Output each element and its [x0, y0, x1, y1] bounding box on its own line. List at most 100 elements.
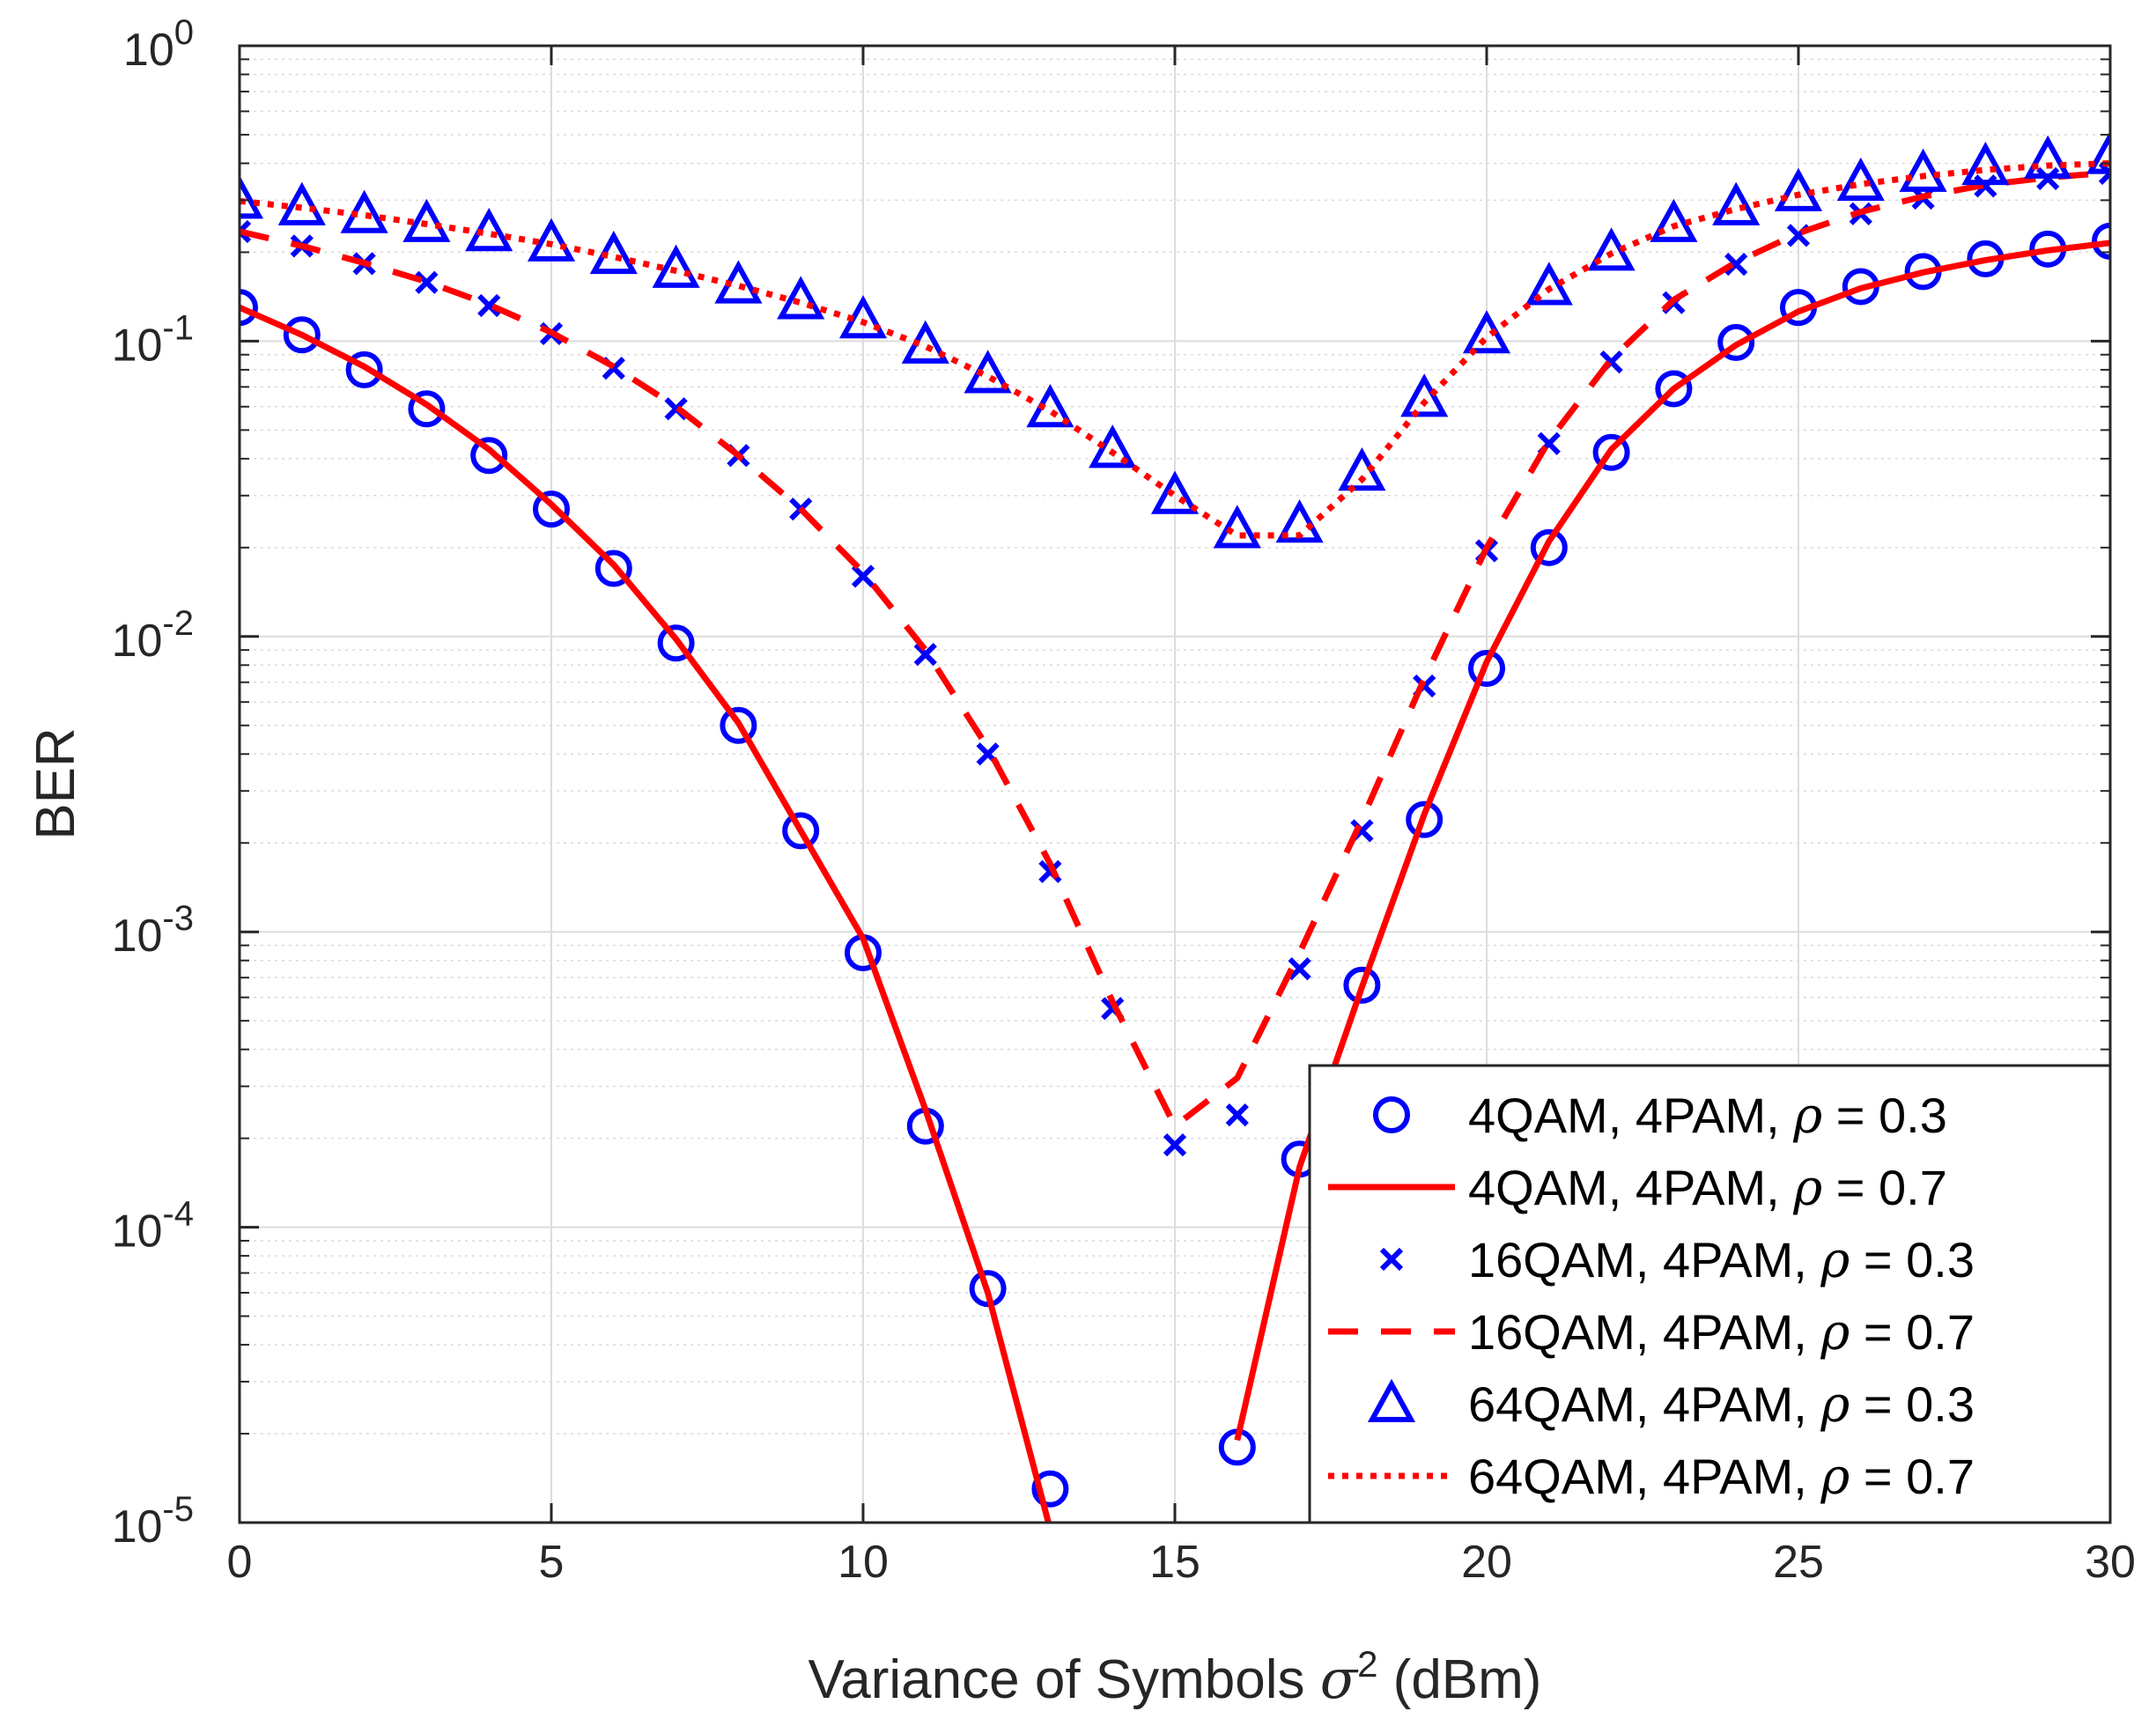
legend-series-name: 16QAM, 4PAM, [1468, 1304, 1820, 1360]
circle-marker [240, 289, 258, 327]
triangle-marker [1712, 181, 1761, 225]
x-marker [1038, 859, 1062, 883]
legend-series-name: 4QAM, 4PAM, [1468, 1160, 1793, 1215]
y-tick-exponent: -4 [162, 1195, 194, 1234]
x-marker [1724, 253, 1748, 277]
legend-item-6: 64QAM, 4PAM, ρ = 0.7 [1328, 1449, 1975, 1506]
circle-marker [1717, 323, 1755, 361]
legend-item-2: 4QAM, 4PAM, ρ = 0.7 [1328, 1160, 1947, 1217]
legend-label: 64QAM, 4PAM, ρ = 0.7 [1468, 1449, 1975, 1506]
x-tick-labels: 0 5 10 15 20 25 30 [227, 1537, 2136, 1588]
circle-marker [657, 624, 695, 662]
series-6 [240, 160, 2110, 539]
legend-label: 16QAM, 4PAM, ρ = 0.3 [1468, 1232, 1975, 1289]
triangle-marker [240, 175, 264, 219]
y-tick-exponent: 0 [174, 13, 194, 52]
legend-rho-value: = 0.3 [1822, 1088, 1947, 1143]
x-tick-label: 0 [227, 1537, 253, 1588]
triangle-marker [777, 276, 825, 320]
y-tick-base: 10 [112, 1501, 163, 1553]
series-layer [240, 130, 2110, 1523]
legend-rho-value: = 0.3 [1850, 1232, 1975, 1287]
triangle-marker [527, 218, 576, 262]
y-tick-exponent: -3 [162, 899, 194, 938]
legend-item-4: 16QAM, 4PAM, ρ = 0.7 [1328, 1304, 1975, 1361]
y-tick-label: 10-1 [112, 308, 194, 371]
y-tick-base: 10 [112, 1206, 163, 1258]
x-marker [415, 270, 439, 294]
circle-marker [1530, 528, 1568, 566]
triangle-marker [2086, 130, 2110, 174]
series-line [240, 304, 1052, 1523]
y-tick-base: 10 [112, 911, 163, 962]
triangle-marker [277, 181, 326, 225]
legend-box [1308, 1064, 2112, 1524]
x-axis-label: Variance of Symbols σ2 (dBm) [808, 1643, 1542, 1711]
y-tick-label: 10-4 [112, 1195, 194, 1258]
triangle-marker [1650, 198, 1698, 242]
plot-clip-group [240, 130, 2110, 1523]
triangle-marker [1961, 141, 2010, 186]
legend-rho-value: = 0.7 [1850, 1304, 1975, 1360]
legend-marker-sample [1373, 1096, 1410, 1133]
y-tick-exponent: -1 [162, 308, 194, 347]
series-4 [240, 169, 2110, 1130]
circle-marker [470, 437, 508, 475]
circle-marker [2092, 222, 2110, 260]
circle-marker [283, 316, 321, 354]
legend-rho-symbol: ρ [1820, 1449, 1850, 1506]
x-tick-label: 30 [2085, 1537, 2136, 1588]
triangle-marker [2024, 135, 2072, 179]
y-tick-base: 10 [112, 320, 163, 371]
triangle-marker [652, 244, 700, 288]
triangle-marker [1525, 262, 1573, 306]
legend-rho-value: = 0.7 [1850, 1449, 1975, 1504]
x-marker [240, 219, 252, 244]
series-line [240, 160, 2110, 539]
legend-label: 16QAM, 4PAM, ρ = 0.7 [1468, 1304, 1975, 1361]
circle-marker [1655, 370, 1693, 408]
legend-item-3: 16QAM, 4PAM, ρ = 0.3 [1379, 1232, 1975, 1289]
triangle-marker [1836, 157, 1885, 202]
series-line [1234, 240, 2110, 1442]
series-line [240, 169, 2110, 1130]
y-tick-exponent: -2 [162, 604, 194, 643]
legend-marker-sample [1367, 1378, 1416, 1422]
y-tick-base: 10 [123, 25, 174, 76]
x-tick-label: 20 [1461, 1537, 1512, 1588]
legend-series-name: 16QAM, 4PAM, [1468, 1232, 1820, 1287]
circle-marker [408, 390, 446, 428]
x-tick-label: 10 [838, 1537, 889, 1588]
legend-series-name: 4QAM, 4PAM, [1468, 1088, 1793, 1143]
legend-item-1: 4QAM, 4PAM, ρ = 0.3 [1373, 1088, 1947, 1145]
triangle-marker [1899, 148, 1947, 192]
circle-marker [1468, 649, 1505, 687]
series-2 [240, 240, 2110, 1523]
legend-item-5: 64QAM, 4PAM, ρ = 0.3 [1367, 1376, 1975, 1434]
x-tick-label: 15 [1149, 1537, 1200, 1588]
y-tick-exponent: -5 [162, 1490, 194, 1529]
circle-marker [720, 706, 757, 744]
circle-marker [345, 350, 383, 388]
triangle-marker [402, 198, 451, 242]
legend-marker-sample [1379, 1247, 1404, 1272]
circle-marker [594, 550, 632, 587]
triangle-marker [1150, 470, 1200, 514]
x-marker [1225, 1103, 1249, 1127]
axis-ticks [238, 44, 2112, 1524]
circle-marker [782, 812, 820, 850]
x-marker [851, 564, 875, 588]
x-marker [477, 293, 501, 318]
x-marker [1288, 956, 1311, 981]
legend-series-name: 64QAM, 4PAM, [1468, 1449, 1820, 1504]
y-tick-label: 100 [123, 13, 194, 76]
circle-marker [533, 491, 570, 528]
x-tick-label: 5 [539, 1537, 565, 1588]
circle-marker [1406, 800, 1443, 838]
y-tick-label: 10-3 [112, 899, 194, 962]
legend-rho-symbol: ρ [1820, 1304, 1850, 1361]
x-marker [2098, 161, 2110, 185]
